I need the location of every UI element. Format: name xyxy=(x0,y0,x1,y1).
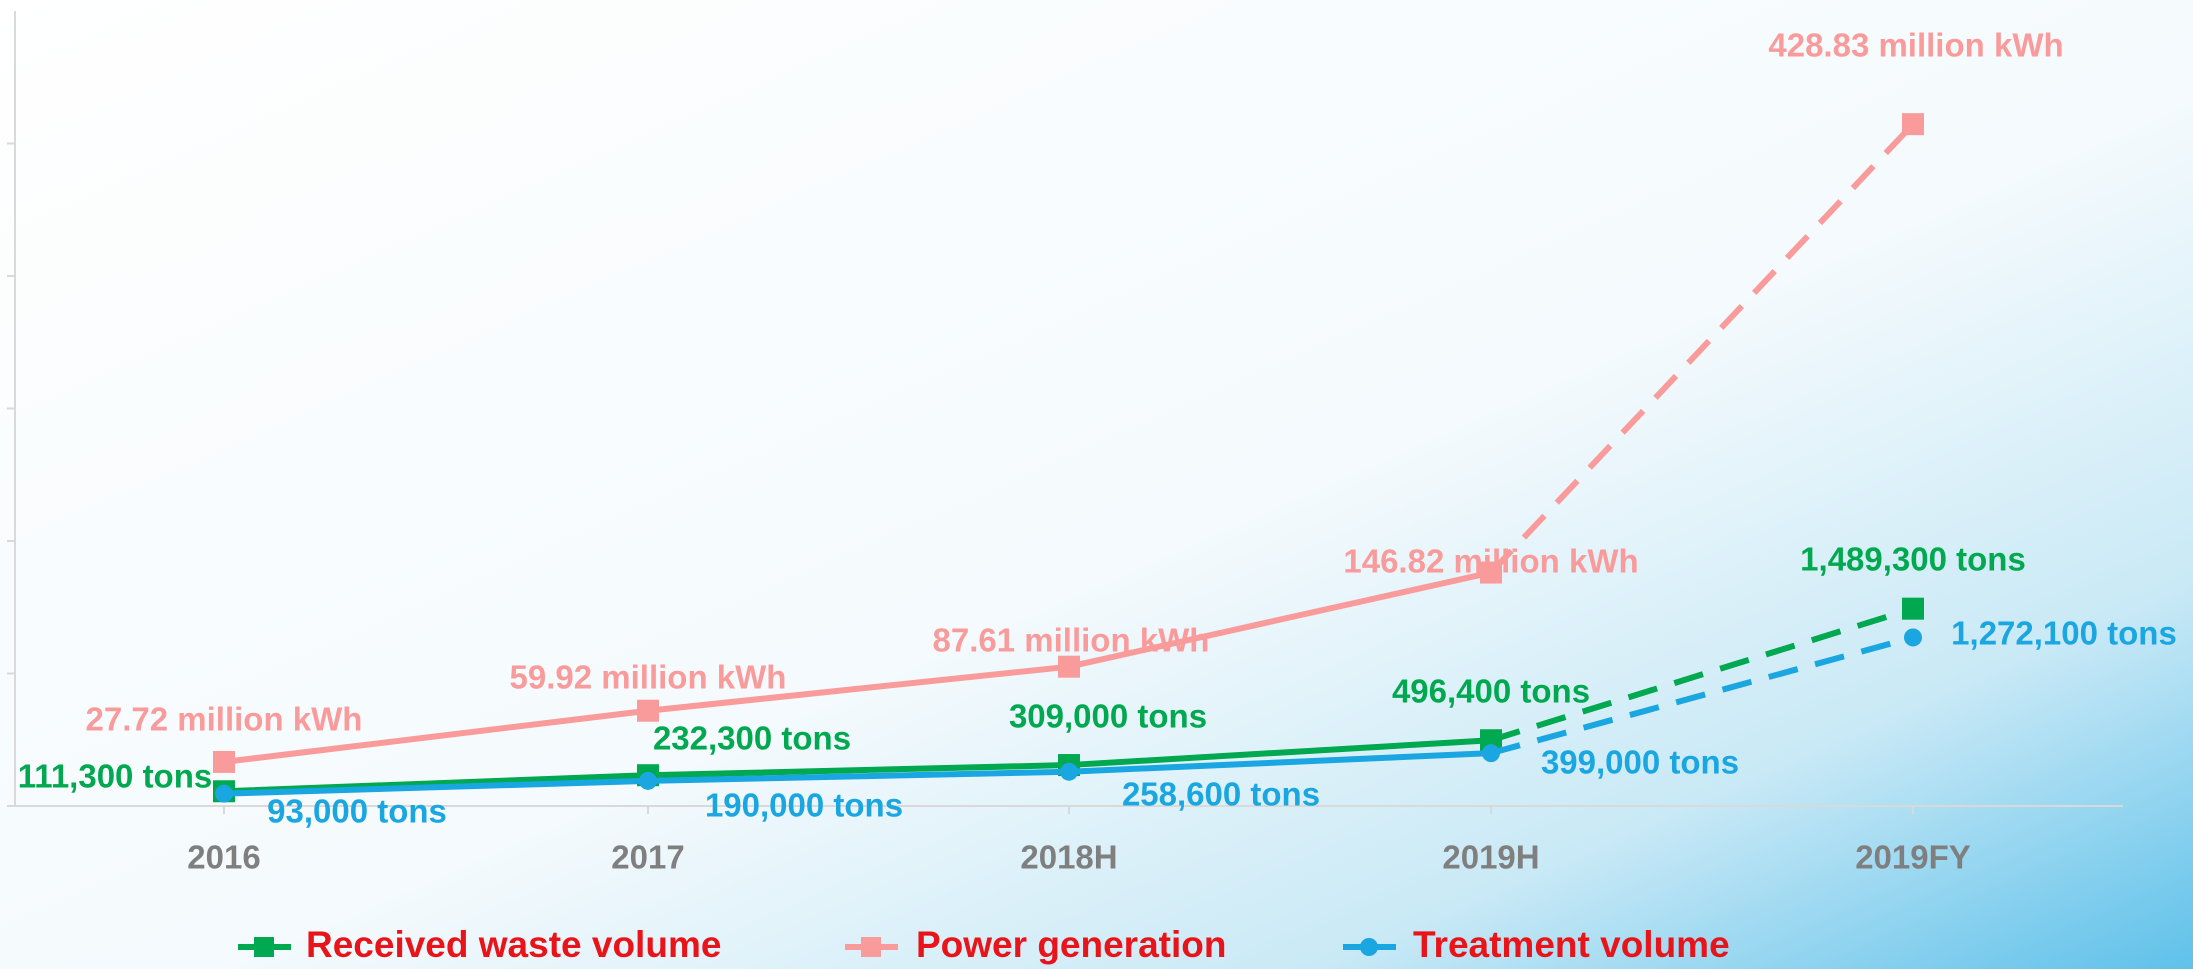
point xyxy=(1060,762,1078,781)
data-label: 1,489,300 tons xyxy=(1800,541,2026,578)
legend-marker xyxy=(254,937,274,957)
data-label: 111,300 tons xyxy=(18,758,212,795)
legend-label: Power generation xyxy=(916,924,1226,965)
x-tick-label: 2018H xyxy=(1020,839,1117,876)
data-label: 496,400 tons xyxy=(1392,673,1590,710)
data-label: 428.83 million kWh xyxy=(1768,27,2063,64)
x-tick-label: 2016 xyxy=(187,839,260,876)
series-line-dashed xyxy=(1490,605,1914,744)
point xyxy=(213,750,235,773)
data-label: 190,000 tons xyxy=(705,787,903,824)
data-label: 399,000 tons xyxy=(1541,744,1739,781)
legend-label: Received waste volume xyxy=(306,924,721,965)
data-label: 258,600 tons xyxy=(1122,776,1320,813)
series-line-dashed xyxy=(1490,634,1914,757)
point xyxy=(1902,113,1924,136)
point xyxy=(1480,561,1502,584)
series-line-dashed xyxy=(1488,122,1916,575)
point xyxy=(1482,744,1500,763)
data-label: 146.82 million kWh xyxy=(1343,543,1638,580)
data-label: 309,000 tons xyxy=(1009,698,1207,735)
data-label: 93,000 tons xyxy=(267,793,447,830)
legend-marker xyxy=(861,937,881,957)
series-line xyxy=(223,750,1492,797)
x-tick-label: 2019H xyxy=(1442,839,1539,876)
point xyxy=(215,784,233,803)
point xyxy=(639,771,657,790)
point xyxy=(1058,655,1080,678)
data-label: 87.61 million kWh xyxy=(933,622,1210,659)
data-label: 232,300 tons xyxy=(653,720,851,757)
series-line xyxy=(223,569,1492,765)
point xyxy=(1902,597,1924,620)
data-label: 59.92 million kWh xyxy=(510,659,787,696)
point xyxy=(1904,628,1922,647)
point xyxy=(1480,729,1502,752)
x-tick-label: 2019FY xyxy=(1855,839,1971,876)
legend-label: Treatment volume xyxy=(1413,924,1730,965)
data-label: 1,272,100 tons xyxy=(1951,615,2177,652)
legend-marker xyxy=(1360,938,1378,956)
point xyxy=(637,699,659,722)
x-tick-label: 2017 xyxy=(611,839,684,876)
data-label: 27.72 million kWh xyxy=(86,701,363,738)
series-line xyxy=(223,737,1492,795)
